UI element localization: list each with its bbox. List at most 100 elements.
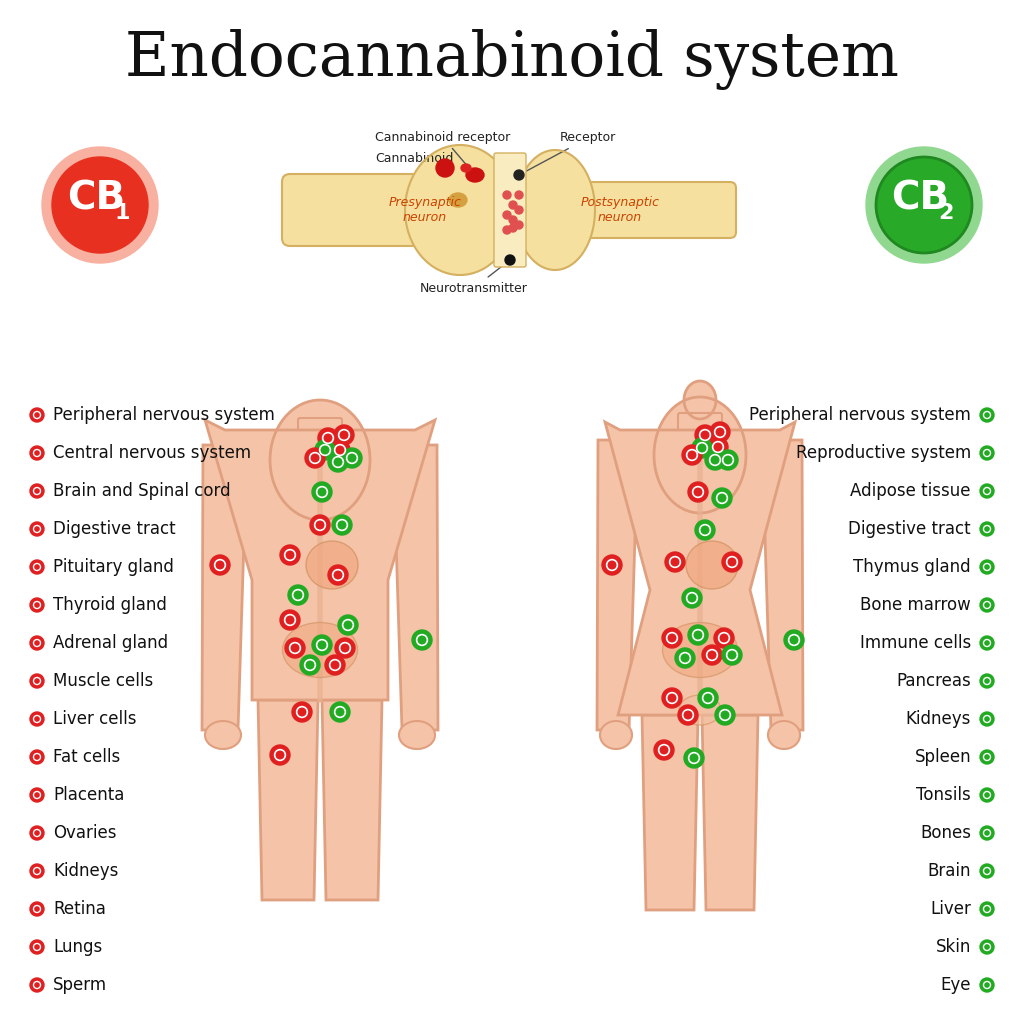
Circle shape [708, 437, 728, 457]
Ellipse shape [663, 623, 737, 678]
Circle shape [985, 945, 989, 949]
Circle shape [291, 644, 299, 652]
Circle shape [34, 981, 41, 988]
Circle shape [334, 458, 342, 466]
Text: Kidneys: Kidneys [905, 710, 971, 728]
Circle shape [985, 983, 989, 987]
Text: 2: 2 [938, 203, 953, 223]
Circle shape [35, 755, 39, 759]
Circle shape [30, 446, 44, 460]
Circle shape [30, 674, 44, 688]
Circle shape [503, 226, 511, 234]
Text: Skin: Skin [936, 938, 971, 956]
Polygon shape [597, 440, 638, 730]
Circle shape [34, 450, 41, 457]
Circle shape [285, 638, 305, 658]
Circle shape [682, 588, 702, 608]
Text: Adrenal gland: Adrenal gland [53, 634, 168, 652]
Circle shape [728, 558, 736, 566]
Circle shape [985, 565, 989, 569]
FancyBboxPatch shape [282, 174, 428, 246]
Circle shape [35, 869, 39, 873]
Circle shape [323, 432, 334, 443]
Circle shape [983, 450, 990, 457]
Circle shape [312, 482, 332, 502]
Text: 1: 1 [115, 203, 130, 223]
Ellipse shape [684, 381, 716, 419]
FancyBboxPatch shape [579, 182, 736, 238]
Circle shape [305, 449, 325, 468]
Circle shape [688, 753, 699, 764]
Circle shape [340, 642, 350, 653]
Circle shape [335, 638, 355, 658]
Circle shape [338, 521, 346, 528]
Circle shape [515, 191, 523, 199]
Circle shape [340, 431, 348, 439]
Circle shape [35, 983, 39, 987]
Circle shape [330, 702, 350, 722]
Circle shape [983, 487, 990, 495]
Circle shape [322, 446, 329, 454]
Circle shape [34, 943, 41, 950]
Text: Presynaptic
neuron: Presynaptic neuron [388, 196, 462, 224]
Circle shape [515, 206, 523, 214]
Polygon shape [258, 700, 318, 900]
Text: Bone marrow: Bone marrow [860, 596, 971, 614]
Circle shape [714, 443, 722, 451]
Circle shape [715, 427, 725, 437]
Circle shape [983, 601, 990, 608]
Circle shape [30, 750, 44, 764]
Circle shape [270, 745, 290, 765]
Circle shape [707, 649, 718, 660]
Text: Reproductive system: Reproductive system [796, 444, 971, 462]
Ellipse shape [406, 145, 515, 275]
Circle shape [334, 571, 342, 579]
Circle shape [985, 679, 989, 683]
Circle shape [714, 628, 734, 648]
Circle shape [724, 457, 732, 464]
Circle shape [318, 488, 326, 496]
Text: Cannabinoid receptor: Cannabinoid receptor [375, 130, 510, 173]
Circle shape [606, 559, 617, 570]
Circle shape [342, 449, 362, 468]
Ellipse shape [515, 150, 595, 270]
Circle shape [503, 191, 511, 199]
Circle shape [980, 636, 994, 650]
Circle shape [713, 441, 724, 453]
Circle shape [30, 636, 44, 650]
Circle shape [694, 631, 701, 639]
Text: Liver: Liver [930, 900, 971, 918]
Circle shape [985, 413, 989, 417]
Circle shape [34, 867, 41, 874]
Circle shape [692, 486, 703, 498]
Circle shape [292, 702, 312, 722]
Circle shape [665, 552, 685, 572]
Circle shape [985, 907, 989, 911]
Circle shape [658, 744, 670, 756]
Ellipse shape [306, 541, 358, 589]
Circle shape [30, 484, 44, 498]
Circle shape [983, 981, 990, 988]
Circle shape [318, 428, 338, 449]
Circle shape [285, 614, 296, 626]
Circle shape [335, 444, 345, 456]
Circle shape [692, 438, 712, 458]
Circle shape [983, 716, 990, 723]
Circle shape [980, 446, 994, 460]
Circle shape [983, 943, 990, 950]
Circle shape [286, 616, 294, 624]
Circle shape [980, 902, 994, 916]
Circle shape [288, 585, 308, 605]
Polygon shape [762, 440, 803, 730]
Circle shape [698, 444, 706, 452]
Text: Lungs: Lungs [53, 938, 102, 956]
Circle shape [980, 978, 994, 992]
Circle shape [710, 422, 730, 442]
Circle shape [602, 555, 622, 575]
Circle shape [722, 552, 742, 572]
Circle shape [699, 524, 711, 536]
Circle shape [412, 630, 432, 650]
Circle shape [662, 628, 682, 648]
Circle shape [30, 864, 44, 878]
Circle shape [319, 444, 331, 456]
